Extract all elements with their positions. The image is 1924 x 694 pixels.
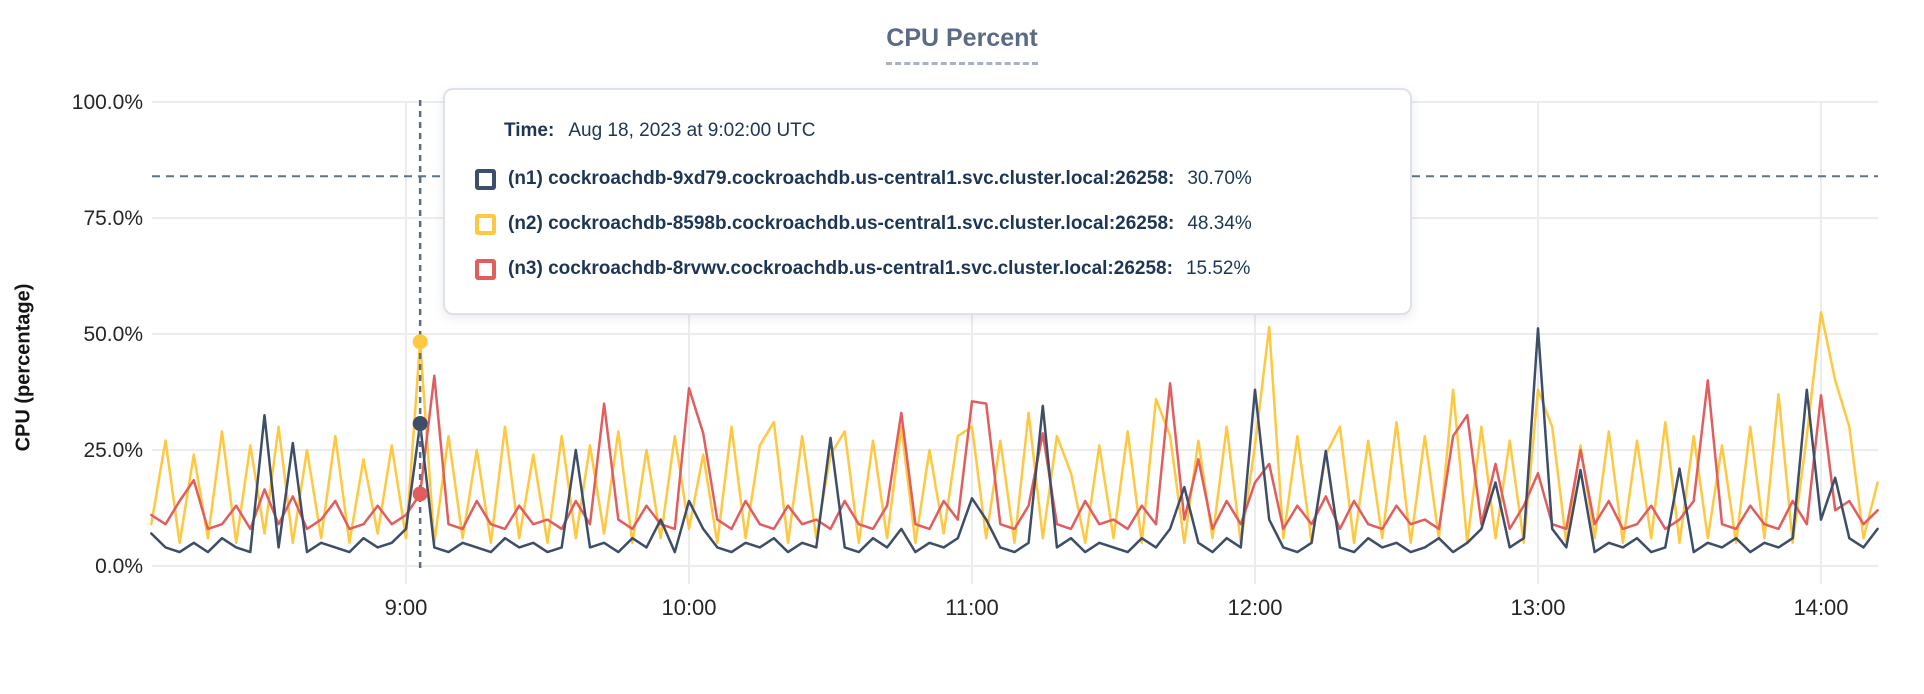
y-tick-label: 50.0% <box>83 323 143 346</box>
y-tick-label: 75.0% <box>83 207 143 230</box>
hover-dot-n1 <box>412 416 428 432</box>
hover-tooltip: Time: Aug 18, 2023 at 9:02:00 UTC (n1) co… <box>443 88 1412 315</box>
tooltip-row-n3: (n3) cockroachdb-8rvwv.cockroachdb.us-ce… <box>475 258 1380 280</box>
series-swatch-n3 <box>475 258 496 280</box>
x-tick-label: 11:00 <box>945 595 998 620</box>
series-value-n2: 48.34% <box>1187 213 1252 234</box>
y-tick-label: 25.0% <box>83 439 143 462</box>
series-label-n3: (n3) cockroachdb-8rvwv.cockroachdb.us-ce… <box>508 258 1173 279</box>
x-tick-label: 13:00 <box>1510 595 1565 620</box>
series-value-n1: 30.70% <box>1187 168 1252 189</box>
y-tick-label: 0.0% <box>95 555 143 578</box>
tooltip-row-n1: (n1) cockroachdb-9xd79.cockroachdb.us-ce… <box>475 168 1380 190</box>
tooltip-time-row: Time: Aug 18, 2023 at 9:02:00 UTC <box>504 120 1380 142</box>
tooltip-time-label: Time: <box>504 120 555 141</box>
hover-dot-n2 <box>412 334 428 350</box>
series-line-n3 <box>150 374 1879 531</box>
x-tick-label: 12:00 <box>1227 595 1282 620</box>
hover-dot-n3 <box>412 486 428 502</box>
series-line-n1 <box>150 327 1879 554</box>
series-value-n3: 15.52% <box>1185 258 1251 279</box>
series-swatch-n2 <box>475 213 496 235</box>
tooltip-row-n2: (n2) cockroachdb-8598b.cockroachdb.us-ce… <box>475 213 1380 235</box>
series-label-n1: (n1) cockroachdb-9xd79.cockroachdb.us-ce… <box>508 168 1175 189</box>
series-swatch-n1 <box>475 168 496 190</box>
x-tick-label: 10:00 <box>661 595 716 620</box>
series-label-n2: (n2) cockroachdb-8598b.cockroachdb.us-ce… <box>508 213 1175 234</box>
x-tick-label: 9:00 <box>385 595 428 620</box>
y-tick-label: 100.0% <box>72 91 143 114</box>
series-line-n2 <box>150 310 1879 545</box>
x-tick-label: 14:00 <box>1793 595 1848 620</box>
tooltip-time-value: Aug 18, 2023 at 9:02:00 UTC <box>568 120 816 141</box>
